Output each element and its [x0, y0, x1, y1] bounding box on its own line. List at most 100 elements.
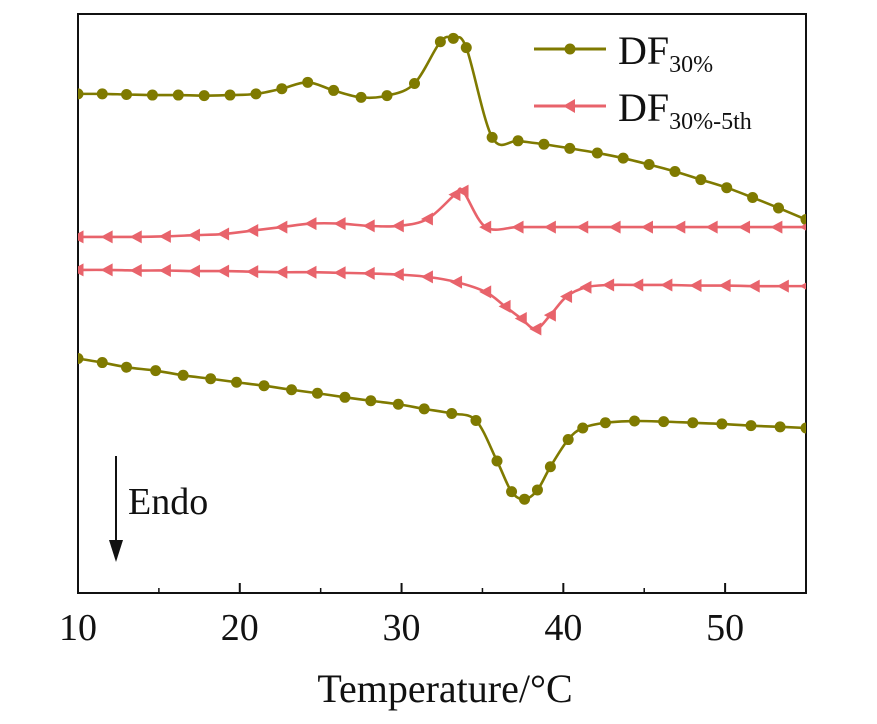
data-point — [187, 264, 200, 278]
data-point — [479, 285, 492, 299]
data-point — [716, 418, 728, 430]
data-point — [643, 159, 655, 171]
data-point — [456, 184, 469, 198]
data-point — [738, 220, 751, 234]
data-point — [770, 220, 783, 234]
legend: DF30% DF30%-5th — [534, 28, 752, 135]
endo-annotation: Endo — [109, 456, 208, 562]
data-point — [511, 220, 524, 234]
data-point — [129, 230, 142, 244]
data-point — [420, 212, 433, 226]
x-axis-title: Temperature/°C — [317, 666, 572, 711]
data-point — [391, 219, 404, 233]
data-point — [96, 88, 108, 100]
data-point — [544, 461, 556, 473]
data-point — [774, 421, 786, 433]
data-point — [420, 270, 433, 284]
data-point — [333, 266, 346, 280]
data-point — [800, 214, 806, 226]
data-point — [78, 88, 84, 100]
x-tick-label: 30 — [383, 607, 421, 649]
data-point — [217, 264, 230, 278]
series-line-df30-5th-cooling — [78, 268, 806, 331]
data-point — [121, 361, 133, 373]
legend-label-df30-sub: 30% — [669, 52, 713, 78]
legend-marker-df30-5th — [563, 99, 575, 113]
data-point — [799, 223, 806, 231]
data-point — [231, 376, 243, 388]
legend-label-df30-5th-main: DF — [618, 85, 669, 130]
data-point — [669, 165, 681, 177]
data-point — [275, 265, 288, 279]
data-point — [172, 89, 184, 101]
data-point — [543, 220, 556, 234]
data-point — [258, 380, 270, 392]
data-point — [158, 229, 171, 243]
data-point — [78, 353, 84, 364]
data-point — [311, 387, 323, 399]
data-point — [747, 279, 760, 293]
data-point — [78, 230, 84, 244]
data-point — [773, 202, 784, 214]
data-point — [96, 357, 108, 369]
data-point — [450, 275, 463, 289]
data-point — [718, 279, 731, 293]
data-point — [365, 395, 377, 407]
data-point — [512, 135, 524, 147]
data-point — [246, 265, 259, 279]
data-point — [121, 88, 133, 100]
data-point — [660, 278, 673, 292]
data-point — [418, 403, 430, 415]
data-point — [479, 220, 492, 234]
data-point — [658, 416, 670, 428]
data-point — [409, 77, 420, 89]
data-point — [705, 220, 718, 234]
data-point — [177, 369, 189, 381]
data-point — [538, 138, 550, 150]
data-point — [640, 220, 653, 234]
data-point — [629, 415, 641, 427]
data-point — [460, 42, 472, 54]
legend-label-df30-main: DF — [618, 28, 669, 73]
data-point — [302, 76, 314, 88]
data-point — [631, 278, 644, 292]
data-point — [100, 263, 113, 277]
legend-label-df30-5th-sub: 30%-5th — [669, 109, 752, 135]
data-point — [250, 88, 262, 100]
data-point — [579, 280, 592, 294]
data-point — [529, 322, 542, 336]
data-point — [491, 455, 503, 467]
data-point — [602, 278, 615, 292]
series-df30-5th — [78, 184, 806, 336]
data-point — [198, 90, 210, 102]
data-point — [447, 32, 459, 44]
data-point — [362, 219, 375, 233]
data-point — [560, 290, 573, 304]
data-point — [799, 282, 806, 290]
data-point — [599, 417, 611, 429]
data-point — [576, 220, 589, 234]
data-point — [776, 279, 789, 293]
data-point — [217, 227, 230, 241]
plot-frame — [77, 13, 807, 594]
data-point — [434, 36, 446, 48]
data-point — [275, 220, 288, 234]
legend-label-df30-5th: DF30%-5th — [618, 85, 752, 135]
data-point — [689, 279, 702, 293]
data-point — [224, 89, 236, 101]
legend-item-df30-5th: DF30%-5th — [534, 85, 752, 135]
data-point — [577, 422, 589, 434]
data-point — [146, 89, 158, 101]
data-point — [673, 220, 686, 234]
data-point — [591, 147, 603, 159]
data-point — [562, 434, 574, 446]
legend-label-df30: DF30% — [618, 28, 713, 78]
data-point — [304, 265, 317, 279]
data-point — [381, 90, 393, 102]
data-point — [608, 220, 621, 234]
data-point — [695, 174, 707, 186]
data-point — [800, 422, 806, 434]
data-point — [150, 365, 162, 377]
series-line-df30-5th-heating — [78, 187, 806, 239]
